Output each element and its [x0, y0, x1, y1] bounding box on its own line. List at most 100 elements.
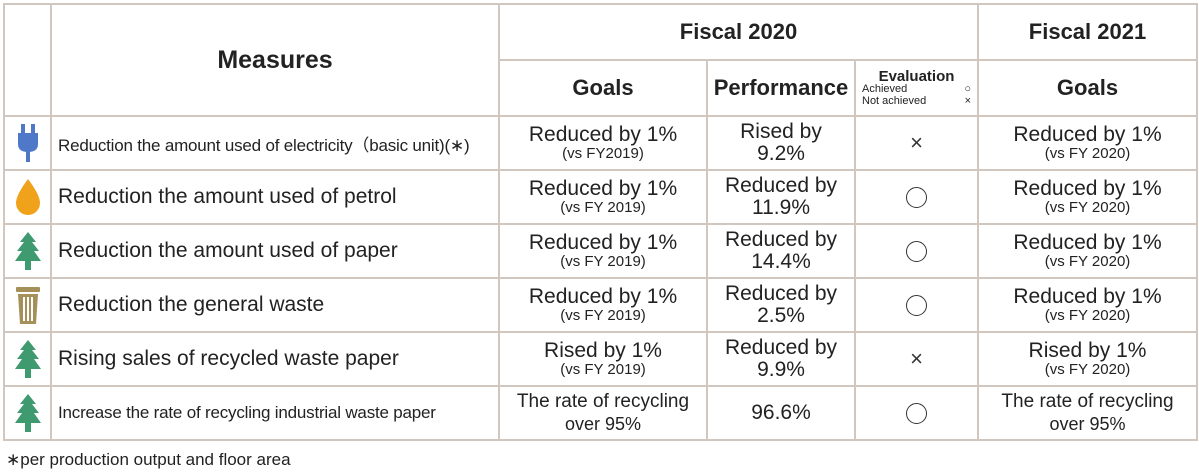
perf-line-1: Rised by — [740, 120, 822, 143]
tree-icon — [3, 223, 52, 279]
goal-2021-cell: Reduced by 1% (vs FY 2020) — [977, 277, 1198, 333]
perf-line-1: Reduced by — [724, 228, 838, 251]
performance-header: Performance — [706, 59, 856, 117]
measure-text: Increase the rate of recycling industria… — [50, 385, 500, 441]
not-achieved-label: Not achieved — [862, 94, 927, 107]
performance-cell: Reduced by 14.4% — [706, 223, 856, 279]
goal-sub: over 95% — [564, 414, 642, 434]
measures-header: Measures — [50, 3, 500, 117]
goal-main: Reduced by 1% — [528, 123, 678, 146]
footnote: ∗per production output and floor area — [6, 450, 291, 469]
measure-text: Rising sales of recycled waste paper — [50, 331, 500, 387]
goal-2020-cell: The rate of recycling over 95% — [498, 385, 708, 441]
goal-sub: (vs FY2019) — [562, 145, 644, 162]
circle-icon — [906, 294, 927, 316]
performance-cell: Reduced by 11.9% — [706, 169, 856, 225]
circle-icon — [906, 186, 927, 208]
table-row: Reduction the general waste Reduced by 1… — [3, 277, 1198, 333]
perf-line-2: 11.9% — [752, 196, 810, 219]
measures-table: Measures Fiscal 2020 Fiscal 2021 Goals P… — [3, 3, 1198, 441]
measure-text: Reduction the amount used of petrol — [50, 169, 500, 225]
cross-icon: × — [910, 130, 923, 155]
perf-line-1: Reduced by — [724, 174, 838, 197]
goal-main: Reduced by 1% — [1013, 285, 1162, 308]
goal-sub: (vs FY 2020) — [1044, 253, 1131, 270]
evaluation-header: Evaluation Achieved ○ Not achieved × — [854, 59, 979, 117]
tree-icon — [3, 331, 52, 387]
goal-2021-cell: Reduced by 1% (vs FY 2020) — [977, 223, 1198, 279]
goal-main: Reduced by 1% — [528, 231, 678, 254]
goal-main: Rised by 1% — [544, 339, 662, 362]
goal-2021-cell: The rate of recycling over 95% — [977, 385, 1198, 441]
table-row: Reduction the amount used of petrol Redu… — [3, 169, 1198, 225]
circle-icon — [906, 240, 927, 262]
table-row: Rising sales of recycled waste paper Ris… — [3, 331, 1198, 387]
evaluation-cell — [854, 385, 979, 441]
cross-icon: × — [910, 346, 923, 371]
table-row: Increase the rate of recycling industria… — [3, 385, 1198, 441]
achieved-label: Achieved — [862, 82, 908, 95]
goal-2020-cell: Reduced by 1% (vs FY 2019) — [498, 169, 708, 225]
performance-cell: Reduced by 9.9% — [706, 331, 856, 387]
tree-icon — [3, 385, 52, 441]
perf-line-2: 2.5% — [757, 304, 805, 327]
circle-icon — [906, 402, 927, 424]
goal-sub: (vs FY 2019) — [560, 361, 646, 378]
measure-text: Reduction the amount used of electricity… — [50, 115, 500, 171]
perf-line-2: 9.2% — [757, 142, 805, 165]
goal-2021-cell: Reduced by 1% (vs FY 2020) — [977, 169, 1198, 225]
perf-line-2: 9.9% — [757, 358, 805, 381]
perf-line-1: Reduced by — [724, 282, 838, 305]
goal-sub: (vs FY 2020) — [1044, 361, 1131, 378]
evaluation-cell — [854, 169, 979, 225]
icon-header-cell — [3, 3, 52, 117]
goal-sub: (vs FY 2019) — [560, 253, 646, 270]
perf-line-1: 96.6% — [751, 401, 811, 424]
goal-2020-cell: Reduced by 1% (vs FY 2019) — [498, 277, 708, 333]
circle-legend-icon: ○ — [964, 82, 971, 95]
legend-not-achieved: Not achieved × — [856, 95, 977, 107]
goal-main: Reduced by 1% — [1013, 231, 1162, 254]
goal-sub: (vs FY 2020) — [1044, 145, 1131, 162]
drop-icon — [3, 169, 52, 225]
goal-main: Reduced by 1% — [1013, 177, 1162, 200]
perf-line-1: Reduced by — [724, 336, 838, 359]
evaluation-cell: × — [854, 115, 979, 171]
goal-2021-cell: Rised by 1% (vs FY 2020) — [977, 331, 1198, 387]
evaluation-cell: × — [854, 331, 979, 387]
table-row: Reduction the amount used of paper Reduc… — [3, 223, 1198, 279]
performance-cell: 96.6% — [706, 385, 856, 441]
fiscal-2021-header: Fiscal 2021 — [977, 3, 1198, 61]
goal-2020-cell: Reduced by 1% (vs FY2019) — [498, 115, 708, 171]
measure-text: Reduction the amount used of paper — [50, 223, 500, 279]
legend-achieved: Achieved ○ — [856, 83, 977, 95]
perf-line-2: 14.4% — [751, 250, 811, 273]
goal-sub: (vs FY 2020) — [1044, 307, 1131, 324]
goal-main: Reduced by 1% — [528, 285, 678, 308]
goal-2021-cell: Reduced by 1% (vs FY 2020) — [977, 115, 1198, 171]
evaluation-cell — [854, 277, 979, 333]
goal-sub: over 95% — [1049, 414, 1126, 434]
goal-2020-cell: Rised by 1% (vs FY 2019) — [498, 331, 708, 387]
evaluation-cell — [854, 223, 979, 279]
goal-main: The rate of recycling — [1001, 391, 1174, 412]
fiscal-2020-header: Fiscal 2020 — [498, 3, 979, 61]
table-row: Reduction the amount used of electricity… — [3, 115, 1198, 171]
goals-2020-header: Goals — [498, 59, 708, 117]
measure-text: Reduction the general waste — [50, 277, 500, 333]
goal-2020-cell: Reduced by 1% (vs FY 2019) — [498, 223, 708, 279]
cross-legend-icon: × — [964, 94, 971, 107]
goal-main: Reduced by 1% — [528, 177, 678, 200]
plug-icon — [3, 115, 52, 171]
evaluation-title: Evaluation — [878, 67, 955, 85]
trash-icon — [3, 277, 52, 333]
goal-sub: (vs FY 2019) — [560, 199, 646, 216]
goal-main: Reduced by 1% — [1013, 123, 1162, 146]
goal-main: Rised by 1% — [1028, 339, 1147, 362]
goal-sub: (vs FY 2019) — [560, 307, 646, 324]
goal-sub: (vs FY 2020) — [1044, 199, 1131, 216]
performance-cell: Rised by 9.2% — [706, 115, 856, 171]
performance-cell: Reduced by 2.5% — [706, 277, 856, 333]
goals-2021-header: Goals — [977, 59, 1198, 117]
goal-main: The rate of recycling — [516, 391, 690, 412]
